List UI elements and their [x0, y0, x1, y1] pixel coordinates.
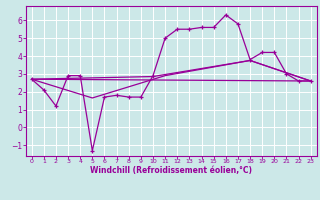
X-axis label: Windchill (Refroidissement éolien,°C): Windchill (Refroidissement éolien,°C) [90, 166, 252, 175]
